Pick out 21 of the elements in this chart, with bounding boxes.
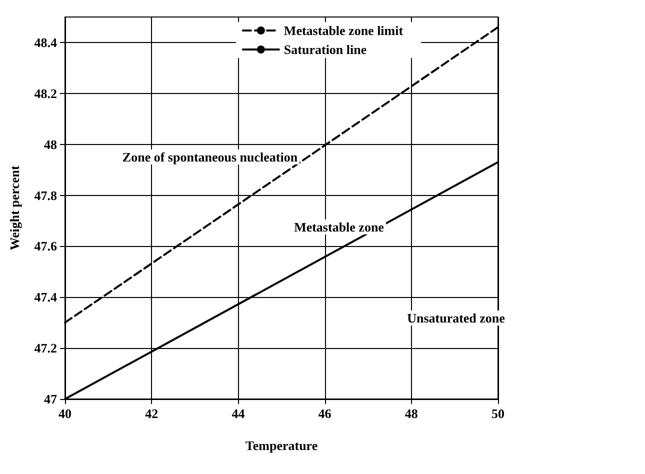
legend-label: Saturation line <box>284 42 367 57</box>
y-tick-label: 47 <box>44 392 58 406</box>
legend-label: Metastable zone limit <box>284 23 404 38</box>
y-tick-label: 47.6 <box>34 238 58 254</box>
annotation: Metastable zone <box>294 220 384 234</box>
x-tick-label: 44 <box>232 406 246 421</box>
annotation: Zone of spontaneous nucleation <box>122 150 298 164</box>
x-tick-label: 48 <box>404 406 418 421</box>
annotation: Unsaturated zone <box>407 310 506 326</box>
y-tick-label: 48 <box>44 136 58 152</box>
y-tick-label: 48.2 <box>34 86 57 101</box>
x-tick-label: 50 <box>492 406 504 421</box>
x-tick-label: 40 <box>58 406 72 421</box>
y-tick-label: 47.8 <box>34 188 58 203</box>
y-axis-title: Weight percent <box>7 165 22 250</box>
x-tick-label: 42 <box>145 406 158 421</box>
y-tick-label: 47.2 <box>34 340 57 356</box>
y-tick-label: 48.4 <box>34 34 58 50</box>
y-tick-label: 47.4 <box>34 290 58 305</box>
x-tick-label: 46 <box>318 406 332 421</box>
x-axis-title: Temperature <box>245 438 318 453</box>
